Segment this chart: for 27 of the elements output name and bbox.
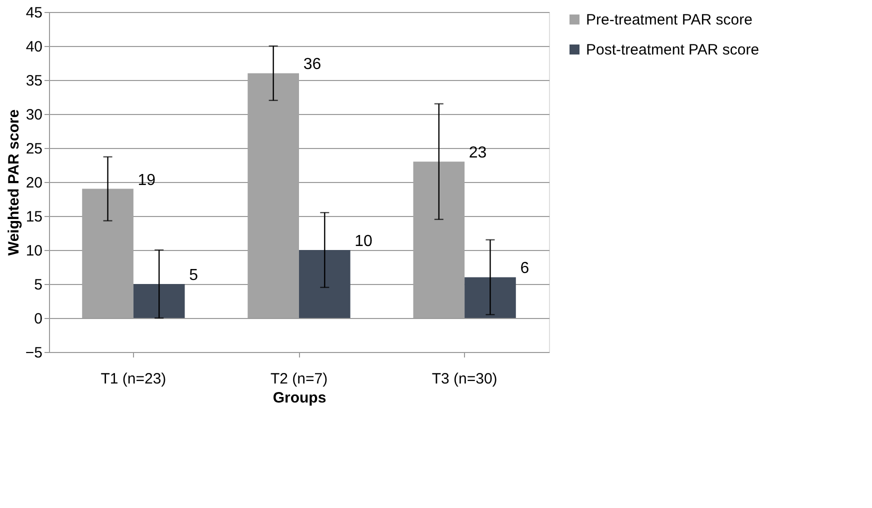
legend-label: Post-treatment PAR score <box>586 42 760 58</box>
y-tick-label: 40 <box>26 38 42 56</box>
y-tick-label: 45 <box>26 4 42 22</box>
bar <box>299 250 350 318</box>
data-label: 5 <box>189 267 198 284</box>
x-axis-title: Groups <box>272 390 326 406</box>
data-label: 23 <box>468 144 487 162</box>
bar <box>464 277 516 318</box>
x-tick-label: T3 (n=30) <box>432 370 498 388</box>
y-axis-title: Weighted PAR score <box>5 109 22 256</box>
y-tick-label: 5 <box>34 276 42 294</box>
y-tick-label: 15 <box>26 208 42 226</box>
data-label: 36 <box>303 56 322 74</box>
data-label: 19 <box>138 172 156 189</box>
x-tick-label: T1 (n=23) <box>100 370 166 388</box>
bar <box>133 284 185 318</box>
y-tick-label: 25 <box>26 140 42 158</box>
y-tick-label: 10 <box>26 242 42 260</box>
y-tick-label: 0 <box>34 310 42 328</box>
data-label: 10 <box>354 233 373 250</box>
x-tick-label: T2 (n=7) <box>270 370 328 388</box>
y-tick-label: 30 <box>26 106 42 124</box>
y-tick-label: −5 <box>25 344 42 362</box>
legend-label: Pre-treatment PAR score <box>586 12 752 28</box>
y-tick-label: 20 <box>26 174 42 192</box>
y-tick-label: 35 <box>26 72 42 90</box>
data-label: 6 <box>520 260 530 278</box>
